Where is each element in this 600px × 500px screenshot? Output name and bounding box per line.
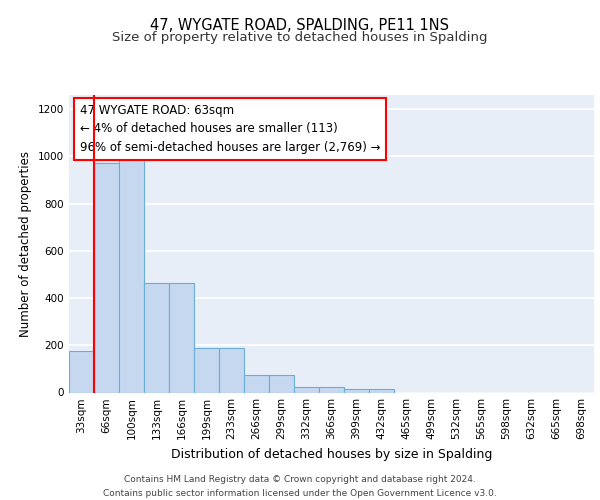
Y-axis label: Number of detached properties: Number of detached properties bbox=[19, 151, 32, 337]
Bar bbox=[244, 375, 269, 392]
Bar bbox=[169, 282, 194, 393]
Bar bbox=[194, 348, 219, 393]
Text: Contains HM Land Registry data © Crown copyright and database right 2024.
Contai: Contains HM Land Registry data © Crown c… bbox=[103, 476, 497, 498]
Bar bbox=[294, 388, 319, 392]
X-axis label: Distribution of detached houses by size in Spalding: Distribution of detached houses by size … bbox=[171, 448, 492, 461]
Bar bbox=[144, 282, 169, 393]
Bar bbox=[369, 389, 394, 392]
Text: Size of property relative to detached houses in Spalding: Size of property relative to detached ho… bbox=[112, 32, 488, 44]
Bar bbox=[119, 156, 144, 392]
Text: 47, WYGATE ROAD, SPALDING, PE11 1NS: 47, WYGATE ROAD, SPALDING, PE11 1NS bbox=[151, 18, 449, 32]
Bar bbox=[69, 351, 94, 393]
Bar bbox=[94, 164, 119, 392]
Bar bbox=[344, 389, 369, 392]
Text: 47 WYGATE ROAD: 63sqm
← 4% of detached houses are smaller (113)
96% of semi-deta: 47 WYGATE ROAD: 63sqm ← 4% of detached h… bbox=[79, 104, 380, 154]
Bar bbox=[269, 375, 294, 392]
Bar bbox=[319, 388, 344, 392]
Bar bbox=[219, 348, 244, 393]
